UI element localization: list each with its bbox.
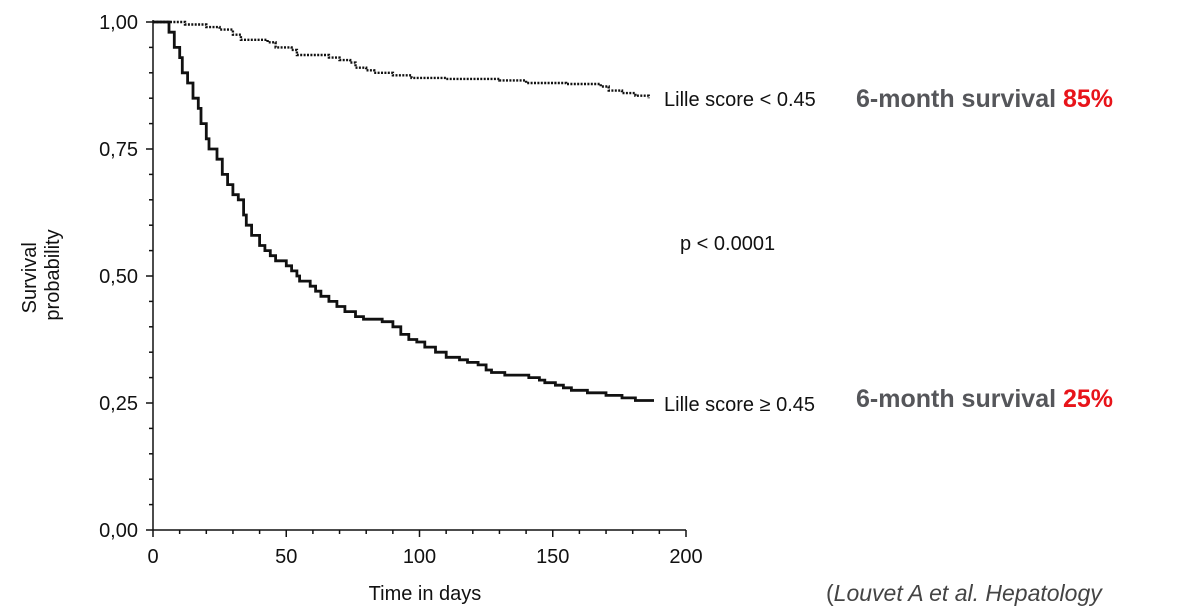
y-axis-title: Survival probability [19,229,64,320]
survival-note-high-value: 25% [1063,385,1114,413]
x-tick-label: 100 [403,546,436,568]
series-line-lille-high [153,20,654,402]
y-tick-label: 1,00 [99,12,138,34]
y-axis-title-line-2: probability [42,229,64,320]
survival-note-low-text: 6-month survival [856,85,1063,113]
x-tick-label: 50 [275,546,297,568]
survival-note-high: 6-month survival 25% [856,385,1113,414]
series-label-low: Lille score < 0.45 [664,89,816,111]
x-tick-label: 200 [669,546,702,568]
x-axis-title: Time in days [369,583,482,605]
chart-axes: 0,00 0,25 0,50 0,75 1,00 0 50 100 150 200 [99,12,703,568]
survival-note-low-value: 85% [1063,85,1114,113]
series-label-high: Lille score ≥ 0.45 [664,394,815,416]
survival-note-high-text: 6-month survival [856,385,1063,413]
citation-text: Louvet A et al. Hepatology [833,580,1102,606]
citation-open-paren: ( [826,580,834,606]
y-tick-label: 0,50 [99,266,138,288]
y-tick-label: 0,25 [99,393,138,415]
chart-series [153,20,654,402]
x-tick-label: 0 [147,546,158,568]
y-axis-title-line-1: Survival [19,242,41,313]
survival-note-low: 6-month survival 85% [856,85,1113,114]
citation: (Louvet A et al. Hepatology [826,580,1102,607]
p-value-annotation: p < 0.0001 [680,233,775,255]
x-tick-label: 150 [536,546,569,568]
series-line-lille-low [153,20,650,99]
y-tick-label: 0,75 [99,139,138,161]
y-tick-label: 0,00 [99,520,138,542]
